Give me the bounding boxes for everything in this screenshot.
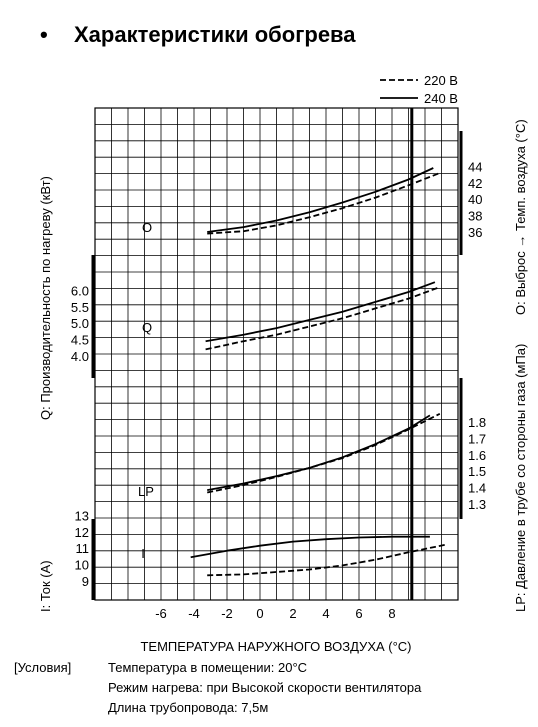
title-text: Характеристики обогрева xyxy=(74,22,356,47)
x-tick-label: -6 xyxy=(155,606,167,621)
y-tick-label-q: 6.0 xyxy=(71,283,89,298)
legend-label: 220 В xyxy=(424,73,458,88)
panel-label-lp: LP xyxy=(138,484,154,499)
series-line-q-220v xyxy=(205,286,441,351)
series-line-o-240v xyxy=(207,167,434,233)
y-tick-label-o: 44 xyxy=(468,159,482,174)
y-tick-label-lp: 1.8 xyxy=(468,415,486,430)
y-tick-label-i: 9 xyxy=(82,574,89,589)
x-axis-label: ТЕМПЕРАТУРА НАРУЖНОГО ВОЗДУХА (°C) xyxy=(140,639,411,654)
y-tick-label-i: 12 xyxy=(75,525,89,540)
y-tick-label-lp: 1.4 xyxy=(468,481,486,496)
panel-label-i: I xyxy=(141,546,145,561)
y-tick-label-q: 4.5 xyxy=(71,333,89,348)
bullet: • xyxy=(40,22,48,47)
page-title: • Характеристики обогрева xyxy=(40,22,356,48)
y-tick-label-i: 13 xyxy=(75,508,89,523)
series-line-q-240v xyxy=(205,281,436,343)
x-tick-label: 8 xyxy=(388,606,395,621)
plot-frame xyxy=(94,107,459,601)
y-tick-label-i: 10 xyxy=(75,558,89,573)
series-line-o-220v xyxy=(207,172,441,235)
y-tick-label-q: 5.0 xyxy=(71,316,89,331)
series-line-i-220v xyxy=(207,544,445,577)
y-tick-label-o: 40 xyxy=(468,192,482,207)
y-tick-label-i: 11 xyxy=(76,541,90,556)
x-tick-label: -2 xyxy=(221,606,233,621)
y-tick-label-lp: 1.5 xyxy=(468,464,486,479)
y-tick-label-lp: 1.3 xyxy=(468,497,486,512)
right-axis-label-o: O: Выброс → Темп. воздуха (°C) xyxy=(513,119,528,315)
condition-line-1: Температура в помещении: 20°С xyxy=(108,660,308,675)
condition-line-3: Длина трубопровода: 7,5м xyxy=(108,700,269,715)
x-tick-label: 4 xyxy=(322,606,329,621)
x-tick-label: 6 xyxy=(355,606,362,621)
y-tick-label-lp: 1.6 xyxy=(468,448,486,463)
x-tick-label: -4 xyxy=(188,606,200,621)
left-axis-label-q: Q: Производительность по нагреву (кВт) xyxy=(38,176,53,420)
y-tick-label-lp: 1.7 xyxy=(468,431,486,446)
x-tick-label: 0 xyxy=(256,606,263,621)
panel-label-o: O xyxy=(142,220,152,235)
y-tick-label-o: 42 xyxy=(468,176,482,191)
legend-label: 240 В xyxy=(424,91,458,106)
right-axis-label-lp: LP: Давление в трубе со стороны газа (мП… xyxy=(513,344,528,612)
x-tick-label: 2 xyxy=(289,606,296,621)
panel-label-q: Q xyxy=(142,320,152,335)
y-tick-label-o: 36 xyxy=(468,225,482,240)
y-tick-label-q: 4.0 xyxy=(71,349,89,364)
series-line-i-240v xyxy=(190,535,430,559)
series-line-lp-220v xyxy=(207,412,441,494)
conditions-label: [Условия] xyxy=(14,660,72,675)
left-axis-label-i: I: Ток (A) xyxy=(38,560,53,612)
y-tick-label-q: 5.5 xyxy=(71,300,89,315)
condition-line-2: Режим нагрева: при Высокой скорости вент… xyxy=(108,680,422,695)
y-tick-label-o: 38 xyxy=(468,209,482,224)
